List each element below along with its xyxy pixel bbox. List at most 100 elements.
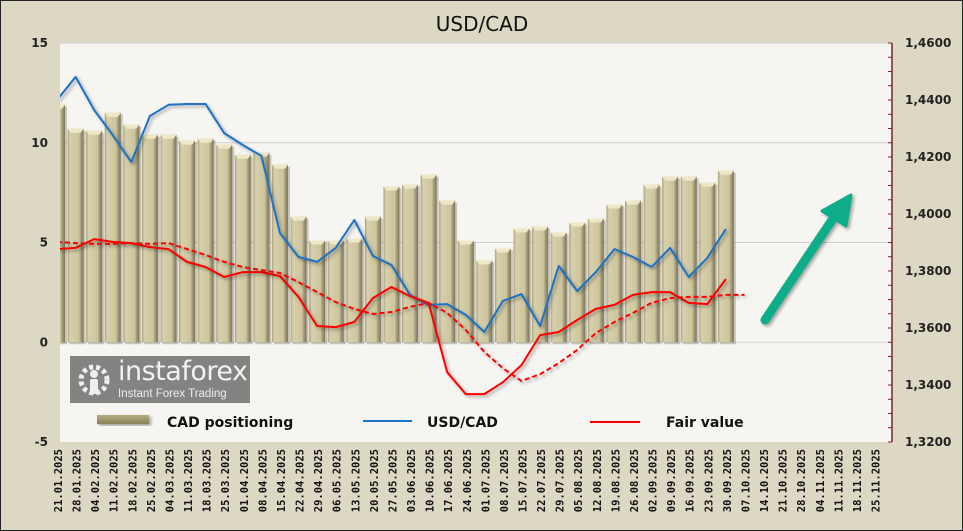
bar-body	[662, 176, 679, 343]
bar-top	[179, 140, 196, 145]
bar-body	[606, 204, 623, 343]
instaforex-logo: instaforex Instant Forex Trading	[70, 356, 250, 403]
logo-name: instaforex	[118, 356, 248, 387]
trend-arrow-annotation	[760, 193, 853, 325]
bar	[60, 104, 67, 345]
x-tick-label: 14.10.2025	[759, 449, 771, 512]
bar-body	[402, 184, 419, 343]
x-tick-label: 23.09.2025	[703, 449, 715, 512]
x-tick-label: 11.11.2025	[833, 449, 845, 512]
bar	[104, 112, 123, 345]
bar-top	[309, 240, 326, 245]
bar-top	[420, 174, 437, 179]
x-tick-label: 29.07.2025	[555, 449, 567, 512]
x-tick-label: 02.09.2025	[648, 449, 660, 512]
bar-top	[123, 124, 140, 129]
bar-top	[141, 134, 158, 139]
bar	[253, 152, 272, 345]
legend-label-fair-value: Fair value	[666, 415, 744, 431]
bar	[550, 232, 569, 345]
bar-series	[60, 104, 736, 345]
bar-body	[569, 222, 586, 343]
left-tick-label: 5	[40, 236, 48, 250]
line-fair-value	[60, 238, 727, 396]
bar-body	[290, 216, 307, 343]
bar	[309, 240, 328, 345]
x-tick-label: 28.10.2025	[796, 449, 808, 512]
bar-top	[383, 186, 400, 191]
bar	[67, 128, 86, 345]
legend-label-cad-positioning: CAD positioning	[167, 415, 293, 431]
bar-top	[532, 226, 549, 231]
x-axis: 21.01.2025 28.01.2025 04.02.2025 11.02.2025…	[53, 449, 883, 512]
right-tick-label: 1,4600	[905, 36, 951, 50]
bar-top	[699, 182, 716, 187]
bar-body	[216, 144, 233, 343]
bar-top	[587, 218, 604, 223]
right-tick-label: 1,3800	[905, 264, 951, 278]
gear-person-icon	[78, 364, 110, 396]
bar-body	[699, 182, 716, 343]
bar	[680, 176, 699, 345]
x-tick-label: 15.04.2025	[276, 449, 288, 512]
right-tick-label: 1,3200	[905, 435, 951, 449]
bar	[290, 216, 309, 345]
bar	[123, 124, 142, 345]
bar-top	[346, 238, 363, 243]
bar	[587, 218, 606, 345]
x-tick-label: 11.03.2025	[183, 449, 195, 512]
bar-body	[60, 104, 65, 343]
bar	[402, 184, 421, 345]
x-tick-label: 04.03.2025	[164, 449, 176, 512]
left-tick-label: 15	[31, 36, 48, 50]
bar-top	[290, 216, 307, 221]
x-tick-label: 25.11.2025	[871, 449, 883, 512]
bar-top	[513, 228, 530, 233]
x-tick-label: 01.04.2025	[239, 449, 251, 512]
bar	[160, 134, 179, 345]
bar-top	[67, 128, 84, 133]
bar	[271, 164, 290, 345]
x-tick-label: 18.11.2025	[852, 449, 864, 512]
right-axis: 1,3200 1,3400 1,3600 1,3800 1,4000 1,4200 1,44…	[888, 36, 951, 449]
bar	[624, 200, 643, 345]
bar-body	[86, 130, 103, 343]
x-tick-label: 17.06.2025	[443, 449, 455, 512]
bar-body	[680, 176, 697, 343]
x-tick-label: 18.02.2025	[127, 449, 139, 512]
bar-body	[197, 138, 214, 343]
x-tick-label: 06.05.2025	[332, 449, 344, 512]
bar-body	[513, 228, 530, 343]
bar-top	[271, 164, 288, 169]
x-tick-label: 16.09.2025	[685, 449, 697, 512]
bar-body	[457, 240, 474, 343]
right-tick-label: 1,4400	[905, 93, 951, 107]
left-tick-label: 0	[40, 335, 48, 349]
bar-body	[327, 240, 344, 343]
left-axis: -5 0 5 10 15	[31, 36, 48, 449]
x-tick-label: 08.07.2025	[499, 449, 511, 512]
bar-body	[364, 216, 381, 343]
line-series	[60, 75, 745, 396]
x-tick-label: 30.09.2025	[722, 449, 734, 512]
bar-body	[253, 152, 270, 343]
bar	[532, 226, 551, 345]
bar-body	[123, 124, 140, 343]
bar-top	[643, 184, 660, 189]
bar	[439, 200, 458, 345]
x-tick-label: 20.05.2025	[369, 449, 381, 512]
bar-body	[67, 128, 84, 343]
bar-body	[346, 238, 363, 343]
bar	[234, 154, 253, 345]
x-tick-label: 10.06.2025	[425, 449, 437, 512]
x-tick-label: 01.07.2025	[480, 449, 492, 512]
bar-body	[476, 260, 493, 343]
x-tick-label: 21.10.2025	[778, 449, 790, 512]
x-tick-label: 25.02.2025	[146, 449, 158, 512]
right-tick-label: 1,3400	[905, 378, 951, 392]
bar-body	[271, 164, 288, 343]
bar-top	[550, 232, 567, 237]
legend-swatch-cad-positioning	[97, 415, 149, 424]
bar-body	[234, 154, 251, 343]
